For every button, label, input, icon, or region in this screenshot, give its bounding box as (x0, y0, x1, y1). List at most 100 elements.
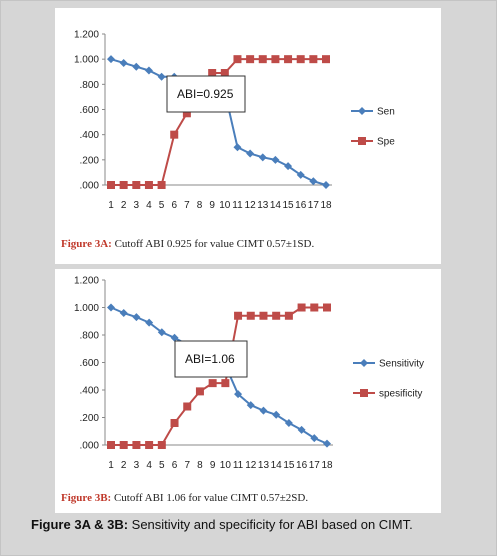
data-point-sensitivity (157, 72, 166, 81)
x-tick-label: 11 (233, 460, 244, 471)
legend-marker (358, 107, 366, 115)
x-tick-label: 15 (282, 200, 294, 211)
y-tick-label: .600 (80, 105, 100, 116)
data-point-specificity (234, 311, 243, 320)
annotation-text: ABI=1.06 (185, 352, 235, 366)
data-point-specificity (246, 311, 255, 320)
data-point-sensitivity (107, 55, 115, 64)
data-point-specificity (271, 55, 280, 64)
legend-marker (358, 137, 366, 145)
x-tick-label: 7 (184, 460, 190, 471)
data-point-sensitivity (145, 318, 154, 327)
x-tick-label: 2 (121, 460, 127, 471)
data-point-specificity (220, 69, 229, 78)
x-tick-label: 12 (245, 460, 257, 471)
caption-a-label: Figure 3A: (61, 238, 112, 250)
data-point-specificity (144, 181, 153, 189)
data-point-specificity (107, 441, 115, 449)
data-point-sensitivity (144, 66, 153, 75)
data-point-sensitivity (107, 303, 115, 312)
caption-b-text: Cutoff ABI 1.06 for value CIMT 0.57±2SD. (113, 492, 309, 504)
data-point-specificity (170, 130, 179, 139)
y-tick-label: .400 (80, 130, 100, 141)
data-point-specificity (323, 303, 331, 312)
y-tick-label: 1.200 (74, 276, 99, 287)
x-tick-label: 6 (172, 460, 178, 471)
data-point-sensitivity (246, 401, 255, 410)
x-tick-label: 6 (171, 200, 177, 211)
legend-marker (360, 359, 368, 367)
x-tick-label: 5 (159, 200, 165, 211)
y-tick-label: .600 (80, 358, 100, 369)
y-tick-label: .000 (80, 181, 100, 192)
x-tick-label: 17 (309, 460, 321, 471)
data-point-specificity (157, 441, 166, 449)
caption-b: Figure 3B: Cutoff ABI 1.06 for value CIM… (61, 492, 308, 504)
data-point-sensitivity (157, 328, 166, 337)
data-point-sensitivity (119, 58, 128, 67)
chart-panel-b: 1.200 1.000.800.600.400.200.000 1 2 3 4 5 6 7 8 9 1… (55, 269, 441, 513)
data-point-sensitivity (170, 333, 179, 342)
data-point-sensitivity (271, 155, 280, 164)
data-point-specificity (119, 181, 128, 189)
x-tick-label: 4 (146, 200, 152, 211)
x-tick-label: 3 (134, 200, 140, 211)
figure-caption-label: Figure 3A & 3B: (31, 517, 129, 532)
data-point-specificity (272, 311, 281, 320)
data-point-specificity (258, 55, 267, 64)
caption-a-text: Cutoff ABI 0.925 for value CIMT 0.57±1SD… (114, 238, 315, 250)
data-point-sensitivity (296, 170, 305, 179)
x-tick-label: 18 (320, 200, 332, 211)
data-point-sensitivity (246, 149, 255, 158)
data-point-specificity (284, 311, 293, 320)
y-tick-label: .200 (80, 155, 100, 166)
x-tick-label: 1 (108, 200, 114, 211)
data-point-specificity (208, 379, 217, 388)
x-tick-label: 12 (245, 200, 257, 211)
y-tick-label: 1.000 (74, 303, 99, 314)
annotation-box (166, 75, 246, 113)
data-point-sensitivity (132, 313, 141, 322)
data-point-specificity (132, 441, 141, 449)
data-point-specificity (132, 181, 141, 189)
data-point-specificity (208, 69, 217, 78)
data-point-specificity (246, 55, 255, 64)
legend-marker (360, 389, 368, 397)
data-point-specificity (309, 55, 318, 64)
data-point-sensitivity (284, 419, 293, 427)
x-tick-label: 16 (296, 460, 308, 471)
x-tick-label: 13 (257, 200, 269, 211)
x-tick-label: 4 (146, 460, 152, 471)
data-point-specificity (296, 55, 305, 64)
data-point-sensitivity (233, 143, 242, 152)
data-point-sensitivity (119, 309, 128, 317)
x-tick-label: 8 (197, 460, 203, 471)
data-point-sensitivity (322, 181, 330, 189)
data-point-specificity (297, 303, 306, 312)
figure-caption-text: Sensitivity and specificity for ABI base… (131, 517, 413, 532)
x-tick-label: 18 (321, 460, 333, 471)
data-point-specificity (145, 441, 154, 449)
data-point-sensitivity (272, 410, 281, 419)
y-tick-label: .800 (80, 80, 100, 91)
data-point-specificity (107, 181, 115, 189)
data-point-sensitivity (132, 62, 141, 71)
x-tick-label: 1 (108, 460, 114, 471)
x-tick-label: 13 (258, 460, 270, 471)
x-tick-label: 17 (308, 200, 320, 211)
data-point-sensitivity (258, 153, 267, 162)
caption-b-label: Figure 3B: (61, 492, 112, 504)
data-point-specificity (157, 181, 166, 189)
data-point-specificity (195, 387, 204, 396)
data-point-specificity (170, 419, 179, 427)
x-tick-label: 9 (210, 460, 216, 471)
data-point-specificity (221, 379, 230, 388)
y-tick-label: 1.200 (74, 30, 99, 41)
data-point-specificity (310, 303, 319, 312)
x-tick-label: 5 (159, 460, 165, 471)
caption-a: Figure 3A: Cutoff ABI 0.925 for value CI… (61, 238, 314, 250)
data-point-specificity (233, 55, 242, 64)
x-tick-label: 10 (219, 200, 231, 211)
